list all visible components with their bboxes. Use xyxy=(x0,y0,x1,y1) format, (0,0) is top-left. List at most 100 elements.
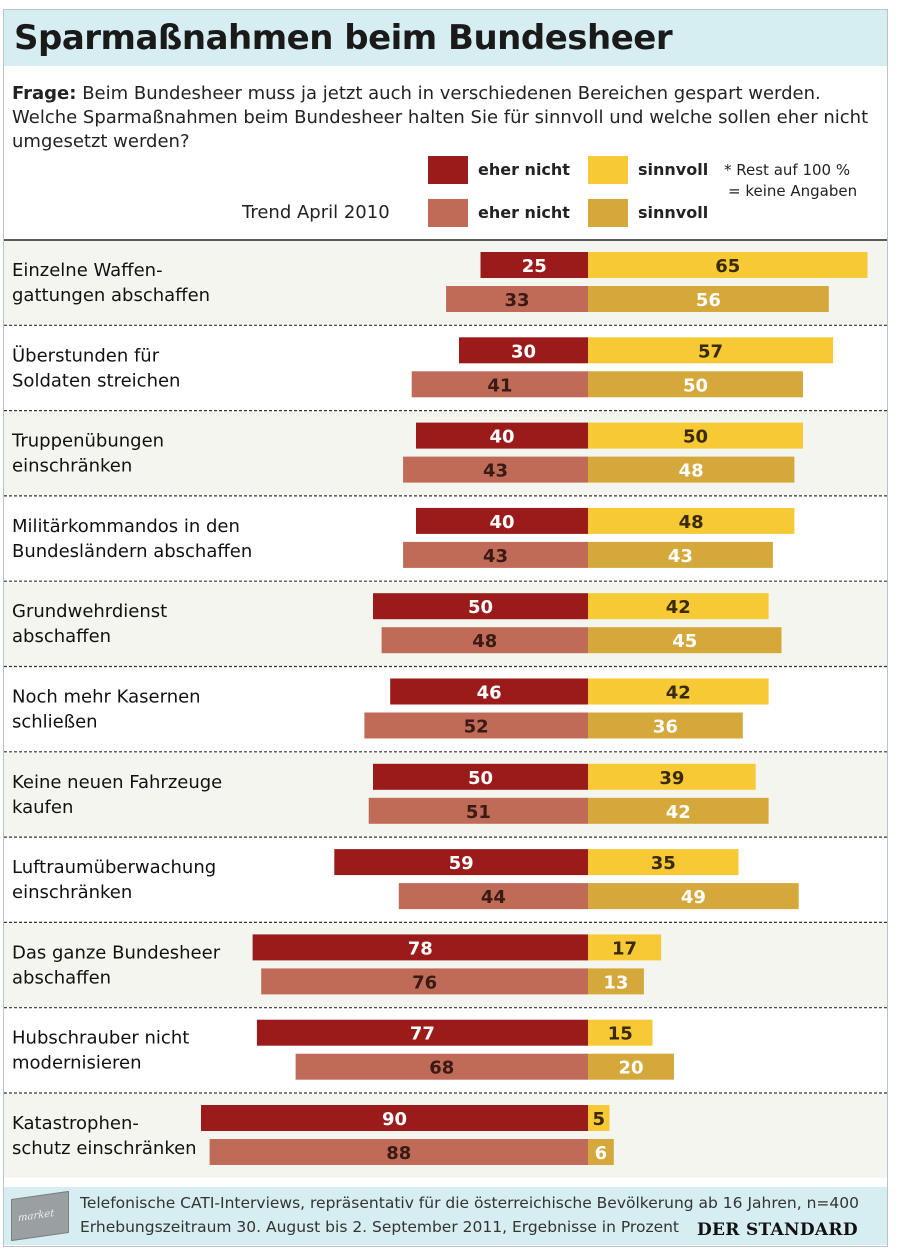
question-label: Frage: xyxy=(12,83,77,104)
bar-trend-eher-nicht xyxy=(261,968,588,995)
bar-trend-sinnvoll xyxy=(588,371,803,398)
bar-trend-eher-nicht-value: 88 xyxy=(386,1143,411,1164)
bar-current-sinnvoll-value: 5 xyxy=(592,1109,605,1130)
bar-current-eher-nicht-value: 78 xyxy=(408,938,433,959)
bar-trend-sinnvoll xyxy=(588,286,829,312)
bar-trend-sinnvoll xyxy=(588,797,769,824)
category-label: schließen xyxy=(12,712,98,733)
bar-trend-eher-nicht xyxy=(368,797,588,824)
footer-period-text: Erhebungszeitraum 30. August bis 2. Sept… xyxy=(80,1218,680,1236)
bar-current-sinnvoll-value: 57 xyxy=(698,341,723,362)
bar-current-sinnvoll-value: 48 xyxy=(679,512,704,533)
bar-current-eher-nicht xyxy=(416,422,588,449)
bar-current-sinnvoll xyxy=(588,934,662,961)
category-label: Luftraumüberwachung xyxy=(12,857,216,878)
bar-current-sinnvoll xyxy=(588,252,868,278)
category-label: Noch mehr Kasernen xyxy=(12,687,201,708)
category-label: Bundesländern abschaffen xyxy=(12,541,252,562)
legend-note: * Rest auf 100 % = keine Angaben xyxy=(724,160,857,202)
category-label: Keine neuen Fahrzeuge xyxy=(12,772,222,793)
publisher-logo: DER STANDARD xyxy=(697,1220,858,1240)
bar-current-sinnvoll xyxy=(588,507,795,534)
bar-current-eher-nicht-value: 77 xyxy=(410,1024,435,1045)
legend-label-trend-no: eher nicht xyxy=(478,203,570,222)
category-label: gattungen abschaffen xyxy=(12,285,210,306)
bar-trend-eher-nicht-value: 76 xyxy=(412,972,437,993)
bar-trend-eher-nicht xyxy=(411,371,588,398)
bar-current-sinnvoll xyxy=(588,422,803,449)
bar-trend-eher-nicht xyxy=(209,1139,588,1165)
bar-current-sinnvoll xyxy=(588,1105,610,1131)
bar-trend-sinnvoll-value: 49 xyxy=(681,887,706,908)
bar-trend-eher-nicht xyxy=(381,627,588,654)
bar-current-eher-nicht-value: 50 xyxy=(468,768,493,789)
bar-trend-sinnvoll xyxy=(588,541,773,568)
bar-current-sinnvoll xyxy=(588,1019,653,1046)
bar-trend-sinnvoll xyxy=(588,1139,614,1165)
bar-trend-sinnvoll-value: 45 xyxy=(672,631,697,652)
category-label: Das ganze Bundesheer xyxy=(12,942,221,963)
pollster-logo-text: market xyxy=(18,1207,55,1225)
bar-current-sinnvoll xyxy=(588,337,834,364)
bar-current-eher-nicht xyxy=(201,1105,588,1131)
bar-trend-eher-nicht-value: 33 xyxy=(505,290,530,311)
legend-label-trend-yes: sinnvoll xyxy=(638,203,709,222)
category-label: abschaffen xyxy=(12,967,111,988)
pollster-logo: market xyxy=(11,1190,69,1242)
bar-trend-eher-nicht-value: 52 xyxy=(464,717,489,738)
category-label: einschränken xyxy=(12,456,132,477)
bar-current-eher-nicht xyxy=(334,849,588,876)
bar-current-eher-nicht xyxy=(480,252,588,278)
category-label: Soldaten streichen xyxy=(12,370,180,391)
bar-trend-eher-nicht xyxy=(364,712,588,739)
bar-current-sinnvoll-value: 15 xyxy=(608,1024,633,1045)
bar-trend-eher-nicht-value: 44 xyxy=(481,887,506,908)
bar-current-eher-nicht xyxy=(390,678,588,705)
bar-current-eher-nicht-value: 59 xyxy=(449,853,474,874)
legend-note-line2: = keine Angaben xyxy=(728,182,858,200)
bar-trend-eher-nicht-value: 41 xyxy=(487,375,512,396)
category-label: kaufen xyxy=(12,797,73,818)
category-label: einschränken xyxy=(12,882,132,903)
bar-trend-eher-nicht xyxy=(403,541,588,568)
bar-current-eher-nicht xyxy=(252,934,588,961)
legend-swatch-current-no xyxy=(428,156,468,184)
bar-trend-sinnvoll xyxy=(588,1053,674,1080)
bar-current-eher-nicht xyxy=(373,763,588,790)
bar-trend-sinnvoll xyxy=(588,456,795,483)
bar-trend-eher-nicht xyxy=(446,286,588,312)
bar-trend-sinnvoll-value: 43 xyxy=(668,546,693,567)
bar-trend-eher-nicht-value: 43 xyxy=(483,546,508,567)
bar-trend-sinnvoll xyxy=(588,968,644,995)
bar-trend-sinnvoll-value: 20 xyxy=(618,1058,643,1079)
bar-current-eher-nicht xyxy=(256,1019,588,1046)
footer-method-text: Telefonische CATI-Interviews, repräsenta… xyxy=(80,1194,859,1212)
bar-current-sinnvoll-value: 50 xyxy=(683,427,708,448)
bar-trend-sinnvoll-value: 48 xyxy=(679,461,704,482)
category-label: Hubschrauber nicht xyxy=(12,1028,189,1049)
bar-current-eher-nicht-value: 40 xyxy=(489,427,514,448)
legend-label-current-yes: sinnvoll xyxy=(638,160,709,179)
bar-trend-sinnvoll-value: 42 xyxy=(666,802,691,823)
category-label: Überstunden für xyxy=(12,344,160,366)
bar-current-sinnvoll-value: 39 xyxy=(659,768,684,789)
bar-current-eher-nicht xyxy=(373,593,588,620)
bar-trend-sinnvoll xyxy=(588,627,782,654)
question-body: Beim Bundesheer muss ja jetzt auch in ve… xyxy=(12,83,869,152)
bar-trend-eher-nicht-value: 68 xyxy=(429,1058,454,1079)
question-text: Frage: Beim Bundesheer muss ja jetzt auc… xyxy=(12,82,872,154)
bar-trend-sinnvoll-value: 13 xyxy=(603,972,628,993)
bar-trend-eher-nicht xyxy=(403,456,588,483)
bar-current-sinnvoll xyxy=(588,593,769,620)
bar-trend-sinnvoll xyxy=(588,712,743,739)
category-label: schutz einschränken xyxy=(12,1138,197,1159)
bar-current-sinnvoll-value: 35 xyxy=(651,853,676,874)
footer-band xyxy=(4,1187,887,1245)
legend-swatch-trend-no xyxy=(428,199,468,227)
bar-current-sinnvoll xyxy=(588,763,756,790)
bar-current-sinnvoll-value: 42 xyxy=(666,683,691,704)
category-label: Grundwehrdienst xyxy=(12,601,167,622)
bar-current-eher-nicht-value: 40 xyxy=(489,512,514,533)
bar-trend-sinnvoll xyxy=(588,883,799,910)
